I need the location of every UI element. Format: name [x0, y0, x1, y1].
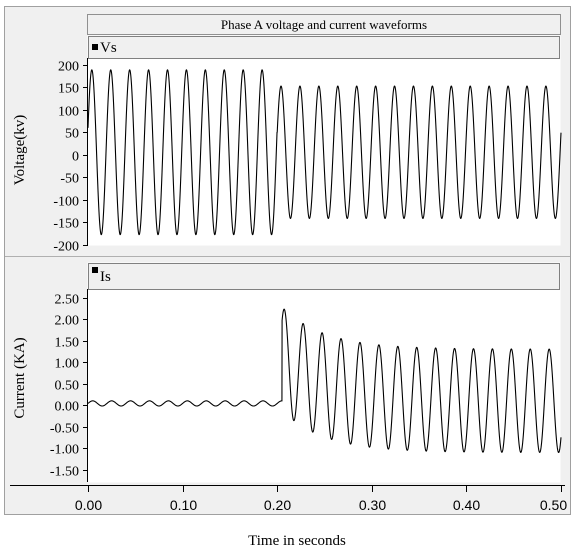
current-y-tick-label: -1.00	[50, 443, 79, 458]
x-tick-label: 0.00	[75, 497, 102, 513]
current-panel: Is 2.50 2.00 1.50 1.00 0.50 0.00 -0.50 -1.00 -1.…	[12, 262, 562, 483]
voltage-y-tick-label: 200	[58, 60, 79, 75]
voltage-y-tick-label: -50	[60, 172, 79, 187]
current-axis-label: Current (KA)	[12, 337, 28, 418]
voltage-series-line	[87, 69, 562, 236]
x-tick-label: 0.50	[540, 497, 567, 513]
current-series-line	[87, 308, 562, 454]
current-y-tick-label: -1.50	[50, 465, 79, 480]
title-bar	[87, 14, 561, 35]
voltage-plot-area	[87, 35, 561, 246]
current-y-tick-label: 2.00	[55, 314, 80, 329]
voltage-legend-marker	[92, 44, 98, 50]
voltage-y-tick-label: 100	[58, 105, 79, 120]
current-y-tick-label: 0.00	[55, 400, 80, 415]
voltage-y-tick-label: 0	[72, 150, 79, 165]
voltage-y-tick-label: 50	[65, 127, 79, 142]
current-y-tick-label: 1.50	[55, 336, 80, 351]
voltage-legend-label: Vs	[100, 40, 117, 56]
voltage-y-tick-label: -150	[53, 217, 79, 232]
current-legend-bar	[88, 263, 560, 290]
voltage-axis-label: Voltage(kv)	[12, 115, 28, 186]
voltage-y-tick-label: 150	[58, 82, 79, 97]
current-legend-label: Is	[100, 269, 111, 285]
voltage-y-tick-label: -200	[53, 240, 79, 255]
current-y-tick-label: 0.50	[55, 379, 80, 394]
current-y-tick-label: -0.50	[50, 422, 79, 437]
x-tick-label: 0.10	[170, 497, 197, 513]
x-tick-label: 0.30	[359, 497, 386, 513]
voltage-panel: Vs 200 150 100 50 0 -50 -100 -150 -200 Voltage(k…	[12, 35, 562, 255]
current-y-ticks: 2.50 2.00 1.50 1.00 0.50 0.00 -0.50 -1.00 -1.50	[50, 293, 88, 480]
x-tick-label: 0.20	[264, 497, 291, 513]
x-axis-label: Time in seconds	[248, 533, 346, 549]
x-axis-ticks: 0.00 0.10 0.20 0.30 0.40 0.50	[75, 486, 567, 513]
x-tick-label: 0.40	[453, 497, 480, 513]
voltage-legend-bar	[88, 36, 560, 59]
current-y-tick-label: 2.50	[55, 293, 80, 308]
current-y-tick-label: 1.00	[55, 357, 80, 372]
chart-title: Phase A voltage and current waveforms	[221, 17, 427, 32]
voltage-y-tick-label: -100	[53, 195, 79, 210]
current-legend-marker	[92, 267, 98, 273]
